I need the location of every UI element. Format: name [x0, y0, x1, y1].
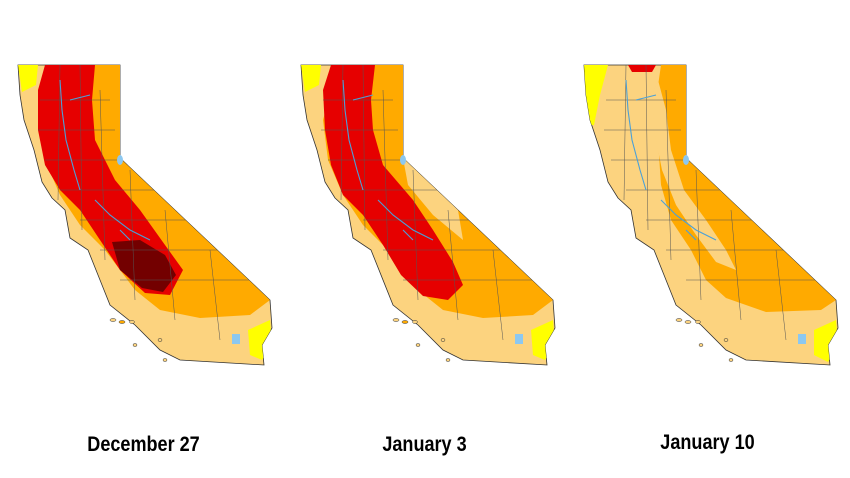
date-caption: January 10	[660, 431, 755, 454]
salton-sea	[515, 334, 523, 344]
channel-islands	[392, 318, 451, 362]
lake-tahoe	[400, 155, 406, 165]
lake-tahoe	[683, 155, 689, 165]
severe-drought-area	[40, 65, 270, 318]
california-drought-map	[300, 64, 556, 366]
drought-map-panel-jan3: January 3	[283, 0, 566, 478]
salton-sea	[232, 334, 240, 344]
extreme-drought-area	[628, 65, 656, 72]
exceptional-drought-area	[112, 240, 176, 292]
county-lines	[321, 65, 543, 341]
extreme-drought-area	[38, 65, 183, 295]
california-drought-map	[17, 64, 273, 366]
river-lines	[342, 79, 434, 241]
extreme-drought-area	[323, 65, 463, 300]
salton-sea	[798, 334, 806, 344]
drought-map-panel-jan10: January 10	[566, 0, 849, 478]
channel-islands	[675, 318, 734, 362]
moderate-drought-area	[403, 158, 463, 240]
drought-map-panel-dec27: December 27	[0, 0, 283, 478]
channel-islands	[109, 318, 168, 362]
date-caption: December 27	[87, 433, 200, 456]
date-caption: January 3	[382, 433, 467, 456]
lake-tahoe	[117, 155, 123, 165]
river-lines	[59, 79, 151, 241]
river-lines	[625, 79, 717, 241]
california-drought-map	[583, 64, 839, 366]
county-lines	[38, 65, 260, 341]
county-lines	[604, 65, 826, 341]
moderate-drought-area	[652, 80, 736, 270]
